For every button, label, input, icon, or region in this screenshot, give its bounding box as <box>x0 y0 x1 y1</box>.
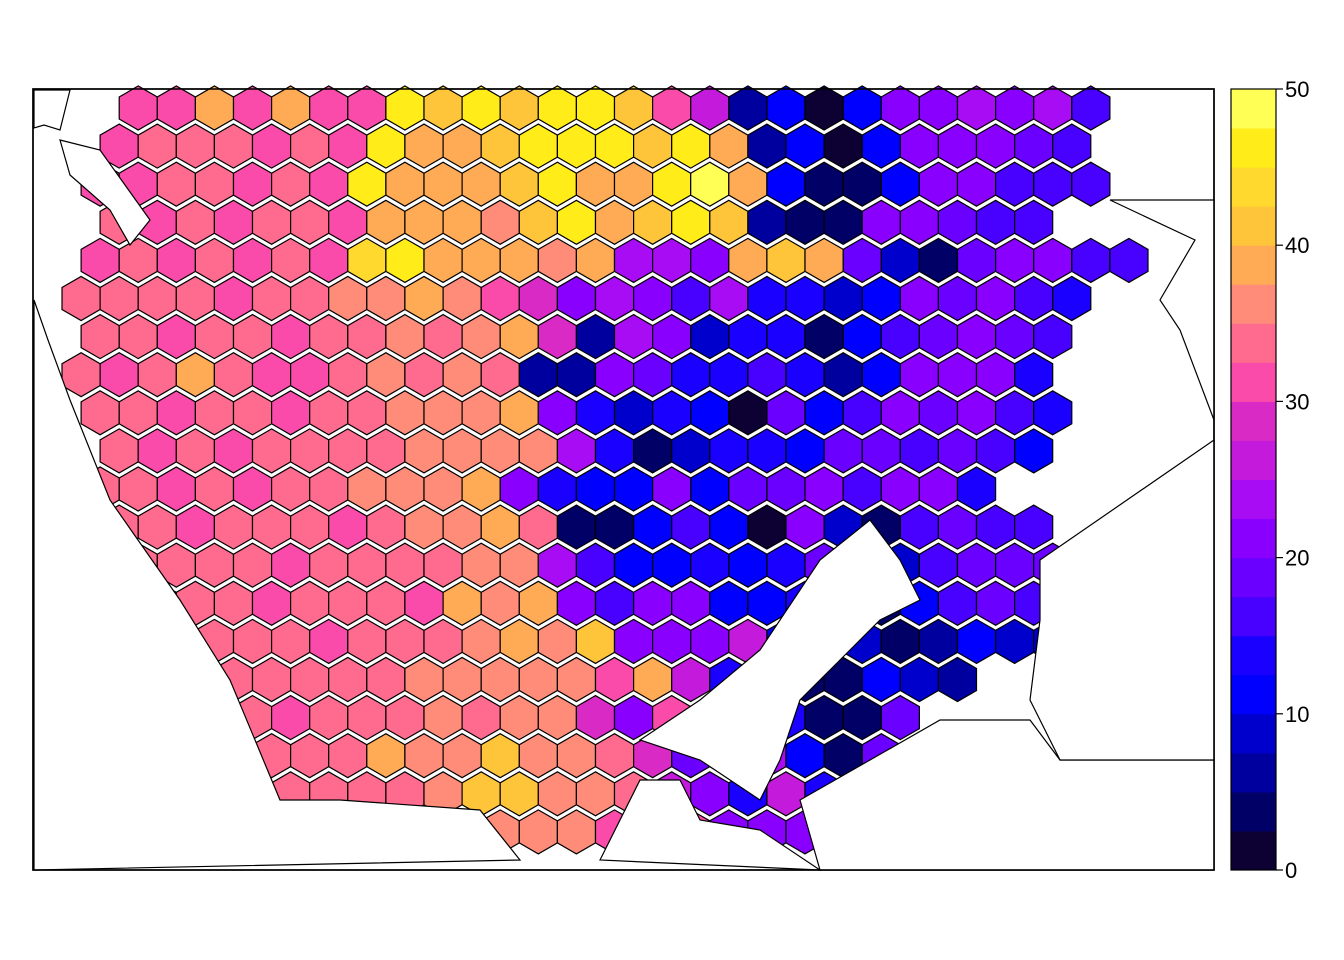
legend-tick-label: 0 <box>1285 858 1297 883</box>
hex-cell <box>1071 161 1111 207</box>
sea-area <box>33 89 71 131</box>
hex-cell <box>1033 313 1073 360</box>
coastline <box>33 89 1215 871</box>
legend-swatch <box>1231 791 1276 832</box>
legend-swatch <box>1231 479 1276 520</box>
legend-swatch <box>1231 128 1276 168</box>
legend-swatch <box>1231 401 1276 441</box>
legend-swatch <box>1231 557 1276 598</box>
legend-swatch <box>1231 635 1276 676</box>
sea-area <box>59 139 151 247</box>
legend-swatch <box>1231 752 1276 793</box>
legend-swatch <box>1231 323 1276 363</box>
legend-swatch <box>1231 674 1276 715</box>
legend-frame <box>1230 88 1277 871</box>
legend-swatch <box>1231 206 1276 246</box>
hex-cell <box>1052 275 1092 322</box>
hex-cell <box>1013 199 1054 245</box>
color-legend: 0 10 20 30 40 50 <box>1230 77 1309 883</box>
sea-area <box>33 299 522 871</box>
hex-cell <box>1071 85 1111 131</box>
legend-swatch <box>1231 89 1276 129</box>
legend-swatch <box>1231 596 1276 637</box>
hex-cell <box>1013 504 1054 550</box>
legend-swatch <box>1231 518 1276 559</box>
hex-cell <box>1013 428 1054 474</box>
legend-swatch <box>1231 713 1276 754</box>
legend-swatch <box>1231 362 1276 402</box>
legend-swatch <box>1231 245 1276 285</box>
legend-tick-label: 10 <box>1285 702 1309 727</box>
legend-swatch <box>1231 284 1276 324</box>
hex-cell <box>1109 237 1149 284</box>
legend-tick-label: 50 <box>1285 77 1309 102</box>
legend-tick-label: 40 <box>1285 233 1309 258</box>
hex-cell <box>1033 390 1073 436</box>
legend-swatch <box>1231 440 1276 480</box>
hex-cell <box>880 694 921 741</box>
hex-cell <box>1013 352 1054 398</box>
plot-frame-border <box>32 88 1215 871</box>
legend-tick-label: 30 <box>1285 389 1309 414</box>
hex-cell <box>956 466 997 512</box>
legend-swatch <box>1231 830 1276 871</box>
legend-swatch <box>1231 167 1276 207</box>
legend-tick-label: 20 <box>1285 546 1309 571</box>
sea-area <box>638 519 921 801</box>
hex-cell <box>937 656 978 703</box>
hex-cell <box>1052 123 1092 169</box>
